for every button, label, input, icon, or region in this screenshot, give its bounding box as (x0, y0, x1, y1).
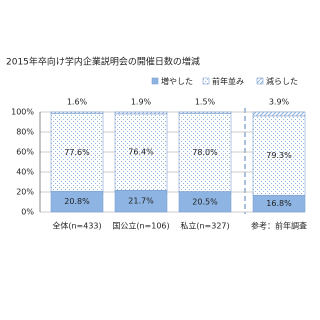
legend-label: 減らした (266, 76, 298, 86)
value-label: 78.0% (192, 148, 218, 157)
y-tick-label: 100% (11, 108, 34, 117)
y-tick-label: 20% (16, 188, 34, 197)
legend-label: 増やした (161, 76, 193, 86)
y-tick-label: 60% (16, 148, 34, 157)
bar-segment (252, 111, 306, 117)
value-label: 20.5% (192, 197, 218, 206)
bar-segment (50, 111, 104, 114)
x-tick-label: 参考：前年調査 (251, 221, 307, 231)
value-label: 16.8% (266, 199, 292, 208)
x-tick-label: 全体(n=433) (52, 221, 101, 231)
legend-swatch (202, 77, 210, 85)
bar-segment (178, 111, 232, 114)
bar-segment (50, 113, 104, 192)
x-tick-label: 国公立(n=106) (112, 221, 169, 231)
bar-segment (252, 115, 306, 196)
value-label: 79.3% (266, 151, 292, 160)
chart-title: 2015年卒向け学内企業説明会の開催日数の増減 (6, 56, 200, 68)
bar-segment (114, 111, 168, 115)
value-label: 77.6% (64, 148, 90, 157)
legend-swatch (256, 77, 264, 85)
value-label: 20.8% (64, 197, 90, 206)
legend-swatch (151, 77, 159, 85)
value-label: 3.9% (269, 98, 290, 107)
value-label: 1.6% (67, 98, 88, 107)
value-label: 76.4% (128, 148, 154, 157)
y-tick-label: 0% (21, 208, 34, 217)
y-tick-label: 40% (16, 168, 34, 177)
value-label: 21.7% (128, 197, 154, 206)
value-label: 1.9% (131, 98, 152, 107)
x-tick-label: 私立(n=327) (180, 221, 229, 231)
bar-segment (114, 113, 168, 191)
bar-segment (178, 113, 232, 192)
value-label: 1.5% (195, 98, 216, 107)
legend-label: 前年並み (212, 76, 244, 86)
y-tick-label: 80% (16, 128, 34, 137)
